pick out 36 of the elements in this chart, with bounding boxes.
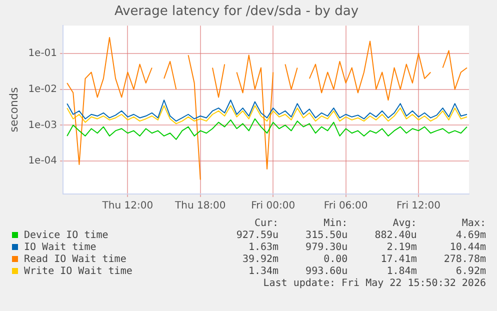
text: Cur: [253, 218, 279, 230]
y-axis-title: seconds [7, 87, 20, 132]
text: 315.50u [304, 230, 348, 242]
text: 979.30u [304, 242, 348, 254]
x-tick-label: Thu 12:00 [101, 200, 154, 212]
legend-label: Device IO time [23, 230, 110, 242]
legend-label: IO Wait time [23, 242, 98, 254]
x-tick-label: Thu 18:00 [174, 200, 226, 212]
text: 278.78m [442, 254, 486, 266]
text: 39.92m [241, 254, 279, 266]
text: 6.92m [454, 266, 486, 278]
legend-label: Write IO Wait time [23, 266, 134, 278]
text: 4.69m [454, 230, 486, 242]
y-tick-label: 1e-04 [28, 156, 58, 167]
y-tick-label: 1e-01 [28, 48, 58, 60]
text: Avg: [392, 218, 417, 230]
text: 10.44m [448, 242, 486, 254]
text: 927.59u [235, 230, 279, 242]
legend-label: Read IO Wait time [23, 254, 128, 266]
text: Min: [322, 218, 348, 230]
x-tick-label: Fri 00:00 [251, 200, 296, 212]
text: 882.40u [374, 230, 417, 242]
text: 17.41m [380, 254, 417, 266]
text: 1.34m [247, 266, 279, 278]
text: Last update: Fri May 22 15:50:32 2026 [262, 278, 486, 290]
x-tick-label: Fri 12:00 [396, 200, 440, 212]
text: 1.84m [386, 266, 417, 278]
y-tick-label: 1e-02 [28, 84, 58, 95]
text: 2.19m [386, 242, 417, 254]
y-tick-label: 1e-03 [28, 120, 58, 131]
text: 0.00 [322, 254, 348, 266]
text: Max: [460, 218, 486, 230]
text: 993.60u [304, 266, 348, 278]
text: 1.63m [247, 242, 279, 254]
x-tick-label: Fri 06:00 [324, 200, 368, 212]
chart-title: Average latency for /dev/sda - by day [114, 4, 359, 20]
